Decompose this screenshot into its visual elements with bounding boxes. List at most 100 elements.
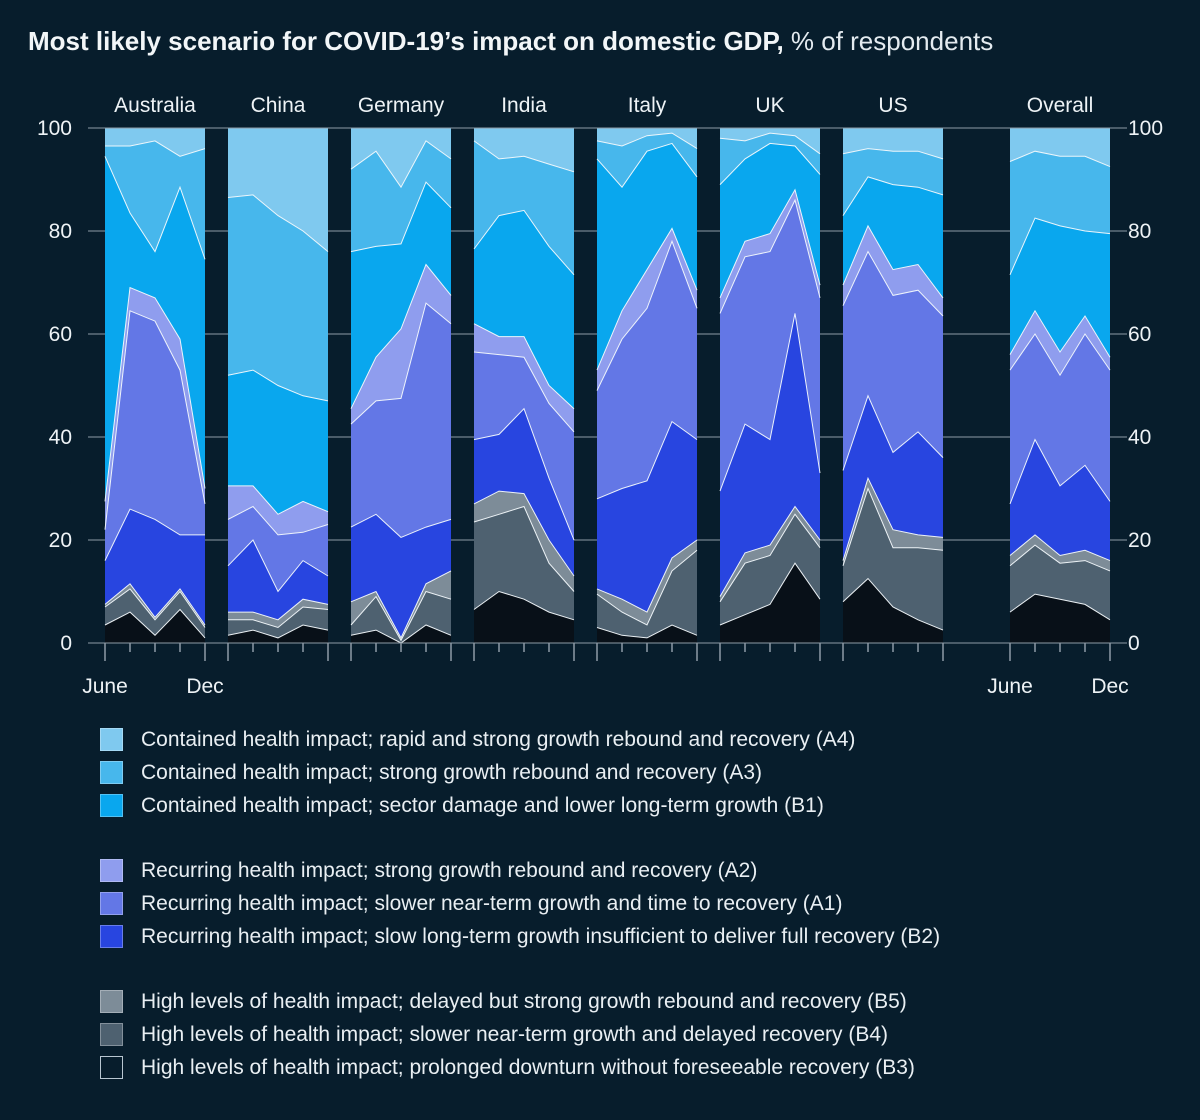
series-boundary <box>719 142 821 185</box>
series-boundary <box>596 142 698 189</box>
series-boundary <box>1009 534 1111 562</box>
series-boundary <box>596 239 698 391</box>
x-label-dec: Dec <box>1091 675 1128 698</box>
area-germany-A3 <box>351 140 451 252</box>
area-overall-A3 <box>1010 151 1110 275</box>
series-boundary <box>104 156 206 260</box>
series-boundary <box>719 513 821 603</box>
area-uk-B5 <box>720 506 820 602</box>
series-boundary <box>719 313 821 492</box>
legend-swatch-B2 <box>100 925 123 948</box>
series-boundary <box>227 624 329 639</box>
y-label-left: 100 <box>37 117 72 140</box>
series-boundary <box>473 140 575 173</box>
legend-item-B1: Contained health impact; sector damage a… <box>100 789 940 822</box>
area-italy-A4 <box>597 128 697 149</box>
area-us-B4 <box>843 488 943 631</box>
series-boundary <box>842 394 944 471</box>
x-label-june: June <box>82 675 128 698</box>
series-boundary <box>473 351 575 433</box>
legend-label-A2: Recurring health impact; strong growth r… <box>141 858 758 882</box>
series-boundary <box>228 485 329 515</box>
series-boundary <box>596 624 698 639</box>
area-overall-B3 <box>1010 594 1110 643</box>
series-boundary <box>842 487 944 566</box>
series-boundary <box>1009 217 1111 276</box>
area-australia-B1 <box>105 156 205 502</box>
area-us-A1 <box>843 251 943 471</box>
area-uk-A4 <box>720 128 820 154</box>
area-australia-A3 <box>105 140 205 260</box>
area-overall-A2 <box>1010 310 1110 376</box>
legend-label-B4: High levels of health impact; slower nea… <box>141 1022 889 1046</box>
panel-label-uk: UK <box>755 94 784 117</box>
area-australia-A4 <box>105 128 205 157</box>
area-italy-B2 <box>597 421 697 613</box>
series-boundary <box>473 323 575 410</box>
series-boundary <box>350 570 452 640</box>
legend-group-2: Recurring health impact; strong growth r… <box>100 854 940 953</box>
area-india-A1 <box>474 352 574 540</box>
y-label-right: 20 <box>1128 529 1151 552</box>
series-boundary <box>596 539 698 613</box>
area-italy-A1 <box>597 241 697 499</box>
series-boundary <box>350 181 452 253</box>
series-boundary <box>350 590 452 642</box>
series-boundary <box>596 549 698 626</box>
legend-group-3: High levels of health impact; delayed bu… <box>100 985 940 1084</box>
area-germany-B4 <box>351 591 451 643</box>
legend-swatch-B3 <box>100 1056 123 1079</box>
y-label-left: 0 <box>60 632 72 655</box>
panel-label-us: US <box>878 94 907 117</box>
legend-item-A3: Contained health impact; strong growth r… <box>100 756 940 789</box>
series-boundary <box>227 369 329 402</box>
area-uk-B1 <box>720 143 820 298</box>
area-us-B3 <box>843 578 943 643</box>
series-boundary <box>719 188 821 299</box>
series-boundary <box>105 140 206 157</box>
series-boundary <box>350 263 452 409</box>
area-us-B1 <box>843 176 943 298</box>
area-germany-A1 <box>351 303 451 538</box>
y-label-right: 80 <box>1128 220 1151 243</box>
series-boundary <box>842 176 944 216</box>
area-australia-A1 <box>105 310 205 561</box>
x-label-june: June <box>987 675 1033 698</box>
legend-item-B2: Recurring health impact; slow long-term … <box>100 920 940 953</box>
area-china-B1 <box>228 370 328 515</box>
series-boundary <box>719 132 821 155</box>
area-italy-B1 <box>597 143 697 371</box>
series-boundary <box>842 577 944 631</box>
series-boundary <box>719 505 821 597</box>
area-australia-B4 <box>105 588 205 638</box>
series-boundary <box>719 562 821 626</box>
x-label-dec: Dec <box>186 675 223 698</box>
area-us-A2 <box>843 225 943 316</box>
y-label-right: 60 <box>1128 323 1151 346</box>
area-india-B2 <box>474 408 574 576</box>
area-india-A3 <box>474 140 574 275</box>
series-boundary <box>719 198 821 314</box>
area-china-B5 <box>228 599 328 628</box>
chart-title-suffix: % of respondents <box>783 26 994 56</box>
legend-item-A2: Recurring health impact; strong growth r… <box>100 854 940 887</box>
series-boundary <box>350 302 452 425</box>
legend-swatch-B1 <box>100 794 123 817</box>
area-australia-B5 <box>105 583 205 628</box>
area-germany-B5 <box>351 570 451 641</box>
legend-label-B5: High levels of health impact; delayed bu… <box>141 989 907 1013</box>
area-australia-A2 <box>105 287 205 530</box>
area-india-B3 <box>474 591 574 643</box>
area-india-A2 <box>474 323 574 432</box>
legend-swatch-B4 <box>100 1023 123 1046</box>
area-australia-B2 <box>105 509 205 625</box>
legend-label-B2: Recurring health impact; slow long-term … <box>141 924 941 948</box>
series-boundary <box>104 508 205 561</box>
series-boundary <box>596 420 698 500</box>
area-germany-A2 <box>351 264 451 425</box>
series-boundary <box>473 590 575 621</box>
legend-item-B3: High levels of health impact; prolonged … <box>100 1051 940 1084</box>
legend-swatch-A3 <box>100 761 123 784</box>
legend-group-1: Contained health impact; rapid and stron… <box>100 723 940 822</box>
